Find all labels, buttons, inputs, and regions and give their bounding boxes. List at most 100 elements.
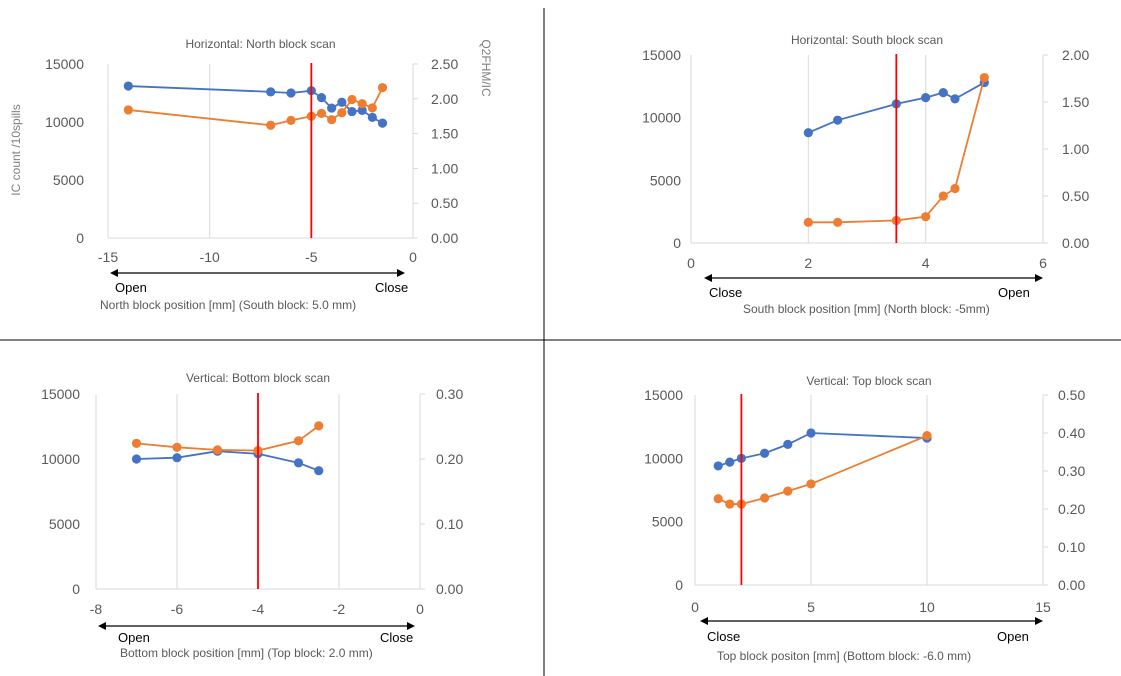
ic-count-data-point [172,453,182,463]
y-tick-label: 15000 [45,56,84,72]
q2fhm-ratio-data-point [806,479,816,489]
chart-title: Horizontal: South block scan [791,33,943,47]
q2fhm-ratio-data-point [266,120,276,130]
arrow-head-left [704,274,712,282]
ic-count-series-line [136,450,320,472]
ic-count-data-point [760,448,770,458]
q2fhm-ratio-series-line [128,87,384,127]
y-tick-label: 5000 [53,172,84,188]
ic-count-data-point [123,81,133,91]
ic-count-data-point [347,106,357,117]
q2fhm-ratio-data-point [921,212,931,222]
y2-tick-label: 0.10 [436,516,463,532]
ic-count-data-point [314,466,324,476]
x-tick-label: 15 [1035,599,1051,615]
q2fhm-ratio-data-point [760,493,770,503]
ic-count-data-point [293,458,304,468]
y-tick-label: 5000 [652,514,683,530]
ic-count-data-point [783,439,793,449]
q2fhm-ratio-data-point [314,421,324,431]
x-tick-label: -8 [90,601,103,617]
y2-tick-label: 1.00 [1062,141,1089,157]
q2fhm-ratio-data-point [172,442,182,452]
q2fhm-ratio-data-point [327,115,337,125]
x-tick-label: 4 [922,255,930,271]
ic-count-data-point [713,461,723,471]
y2-tick-label: 0.20 [1058,501,1085,517]
arrow-head-right [1035,274,1043,282]
x-tick-label: -5 [305,249,318,265]
y2-tick-label: 1.50 [431,126,458,142]
y2-axis-title: Q2FHM/IC [479,39,493,97]
direction-label-left: Close [707,629,740,644]
arrow-head-left [700,617,708,625]
x-tick-label: 10 [919,599,935,615]
arrow-head-left [110,269,118,277]
q2fhm-ratio-data-point [347,94,357,105]
q2fhm-ratio-data-point [286,115,296,125]
q2fhm-ratio-data-point [337,108,347,118]
q2fhm-ratio-data-point [938,191,948,201]
x-tick-label: 0 [691,599,699,615]
ic-count-data-point [316,93,327,103]
ic-count-data-point [286,88,296,98]
arrow-head-right [407,622,415,630]
y-tick-label: 0 [673,235,681,251]
ic-count-data-point [806,428,816,438]
x-tick-label: 2 [804,255,812,271]
y2-tick-label: 2.00 [431,91,458,107]
q2fhm-ratio-series-line [717,434,928,505]
q2fhm-ratio-data-point [833,217,843,227]
y-tick-label: 5000 [49,516,80,532]
q2fhm-ratio-data-point [131,438,142,448]
q2fhm-ratio-data-point [357,99,367,109]
ic-count-data-point [938,88,948,98]
direction-label-right: Close [380,630,413,645]
x-tick-label: 6 [1039,255,1047,271]
y-tick-label: 10000 [644,450,683,466]
y2-tick-label: 0.10 [1058,539,1085,555]
y2-tick-label: 0.00 [436,581,463,597]
x-axis-title: Top block positon [mm] (Bottom block: -6… [717,649,971,663]
y2-tick-label: 0.00 [431,230,458,246]
q2fhm-ratio-data-point [713,494,723,504]
chart-panel-2: Horizontal: South block scan 0 2 4 6 0 5000 100… [642,33,1089,316]
chart-title: Vertical: Top block scan [806,374,931,388]
x-tick-label: 0 [416,601,424,617]
ic-count-data-point [725,457,735,467]
y-tick-label: 0 [675,577,683,593]
ic-count-data-point [266,87,276,97]
x-axis-title: Bottom block position [mm] (Top block: 2… [120,646,373,660]
ic-count-data-point [327,103,337,113]
q2fhm-ratio-data-point [316,108,327,119]
y2-tick-label: 0.30 [1058,463,1085,479]
arrow-head-right [397,269,405,277]
ic-count-data-point [377,118,388,128]
ic-count-data-point [131,454,142,464]
q2fhm-ratio-data-point [367,103,377,113]
x-tick-label: -10 [200,249,220,265]
q2fhm-ratio-data-point [950,183,960,194]
y2-tick-label: 0.00 [1058,577,1085,593]
ic-count-data-point [950,94,960,104]
q2fhm-ratio-data-point [803,217,813,227]
y2-tick-label: 0.30 [436,386,463,402]
y-tick-label: 10000 [642,110,681,126]
y2-tick-label: 2.50 [431,56,458,72]
direction-label-right: Open [998,285,1030,300]
chart-title: Horizontal: North block scan [185,37,335,51]
q2fhm-ratio-series-line [136,425,320,452]
y-tick-label: 15000 [41,386,80,402]
q2fhm-ratio-data-point [783,486,793,496]
y2-tick-label: 0.50 [1058,387,1085,403]
y2-tick-label: 0.20 [436,451,463,467]
x-tick-label: -15 [98,249,118,265]
chart-panel-4: Vertical: Top block scan 0 5 10 15 0 5000 10000… [644,374,1085,663]
y-tick-label: 10000 [45,114,84,130]
direction-label-left: Open [118,630,150,645]
direction-label-left: Close [709,285,742,300]
y2-tick-label: 0.50 [431,195,458,211]
q2fhm-ratio-data-point [123,105,133,115]
ic-count-data-point [357,105,367,115]
